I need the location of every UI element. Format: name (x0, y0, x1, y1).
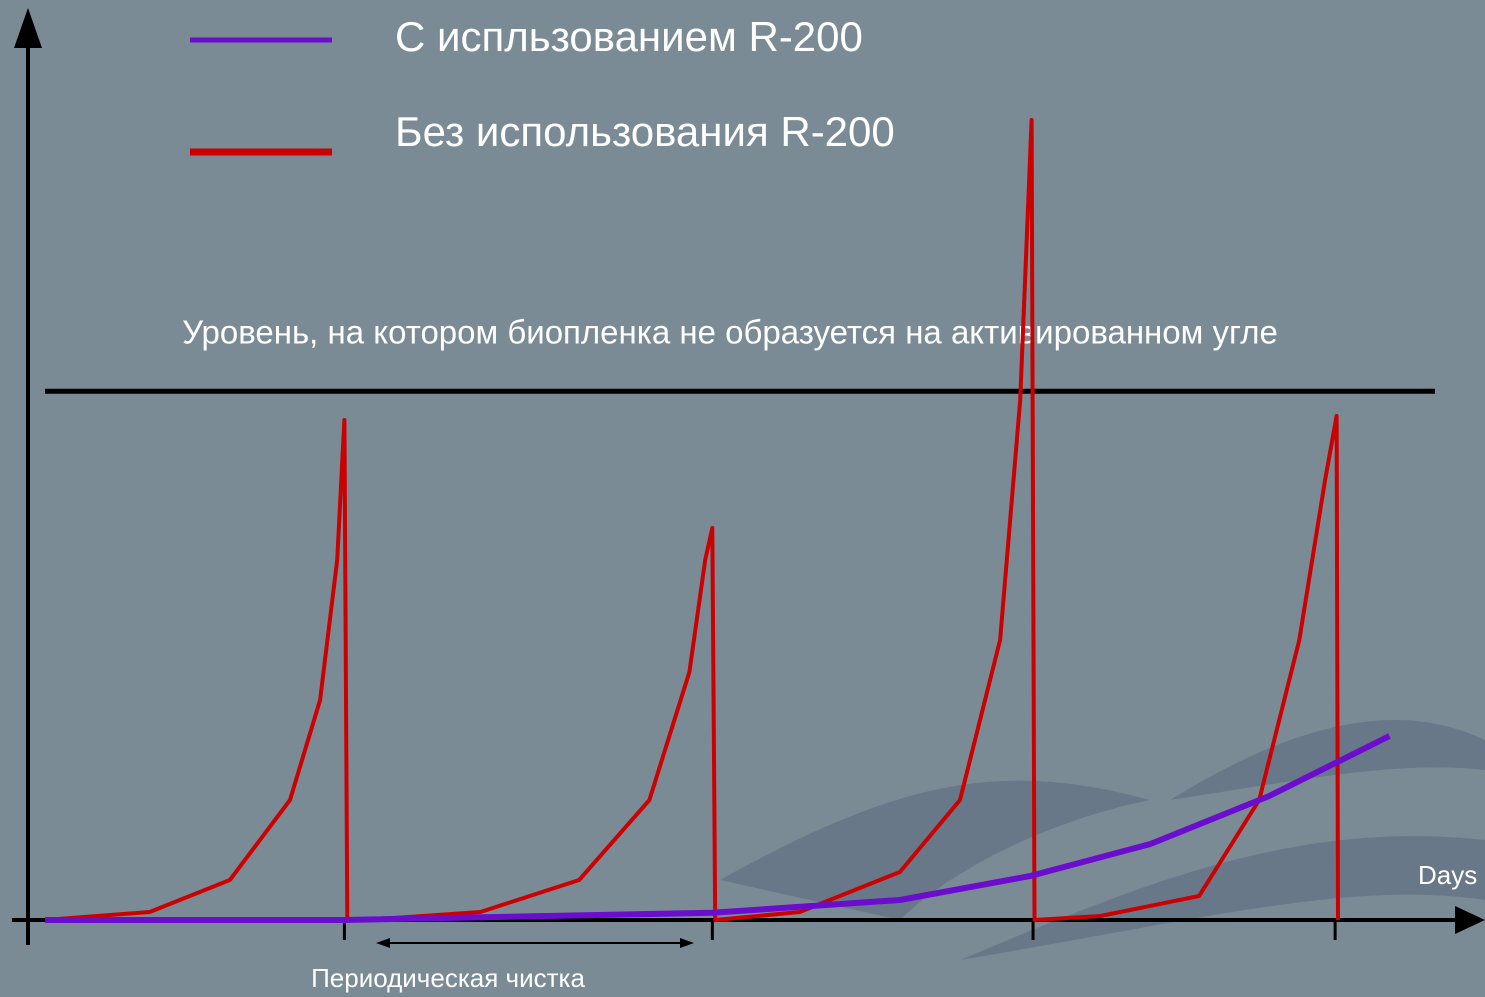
legend-label: Без использования R-200 (395, 108, 895, 155)
legend-label: С испльзованием R-200 (395, 13, 863, 60)
series-line (45, 733, 1391, 923)
legend: С испльзованием R-200 Без использования R… (190, 13, 895, 156)
annotation-arrow (376, 938, 694, 948)
x-axis-label: Days (1418, 860, 1477, 890)
annotation: Периодическая чистка (311, 963, 585, 993)
decor-waves (720, 720, 1485, 960)
series-line (45, 118, 1340, 922)
threshold-label: Уровень, на котором биопленка не образуе… (182, 314, 1278, 351)
